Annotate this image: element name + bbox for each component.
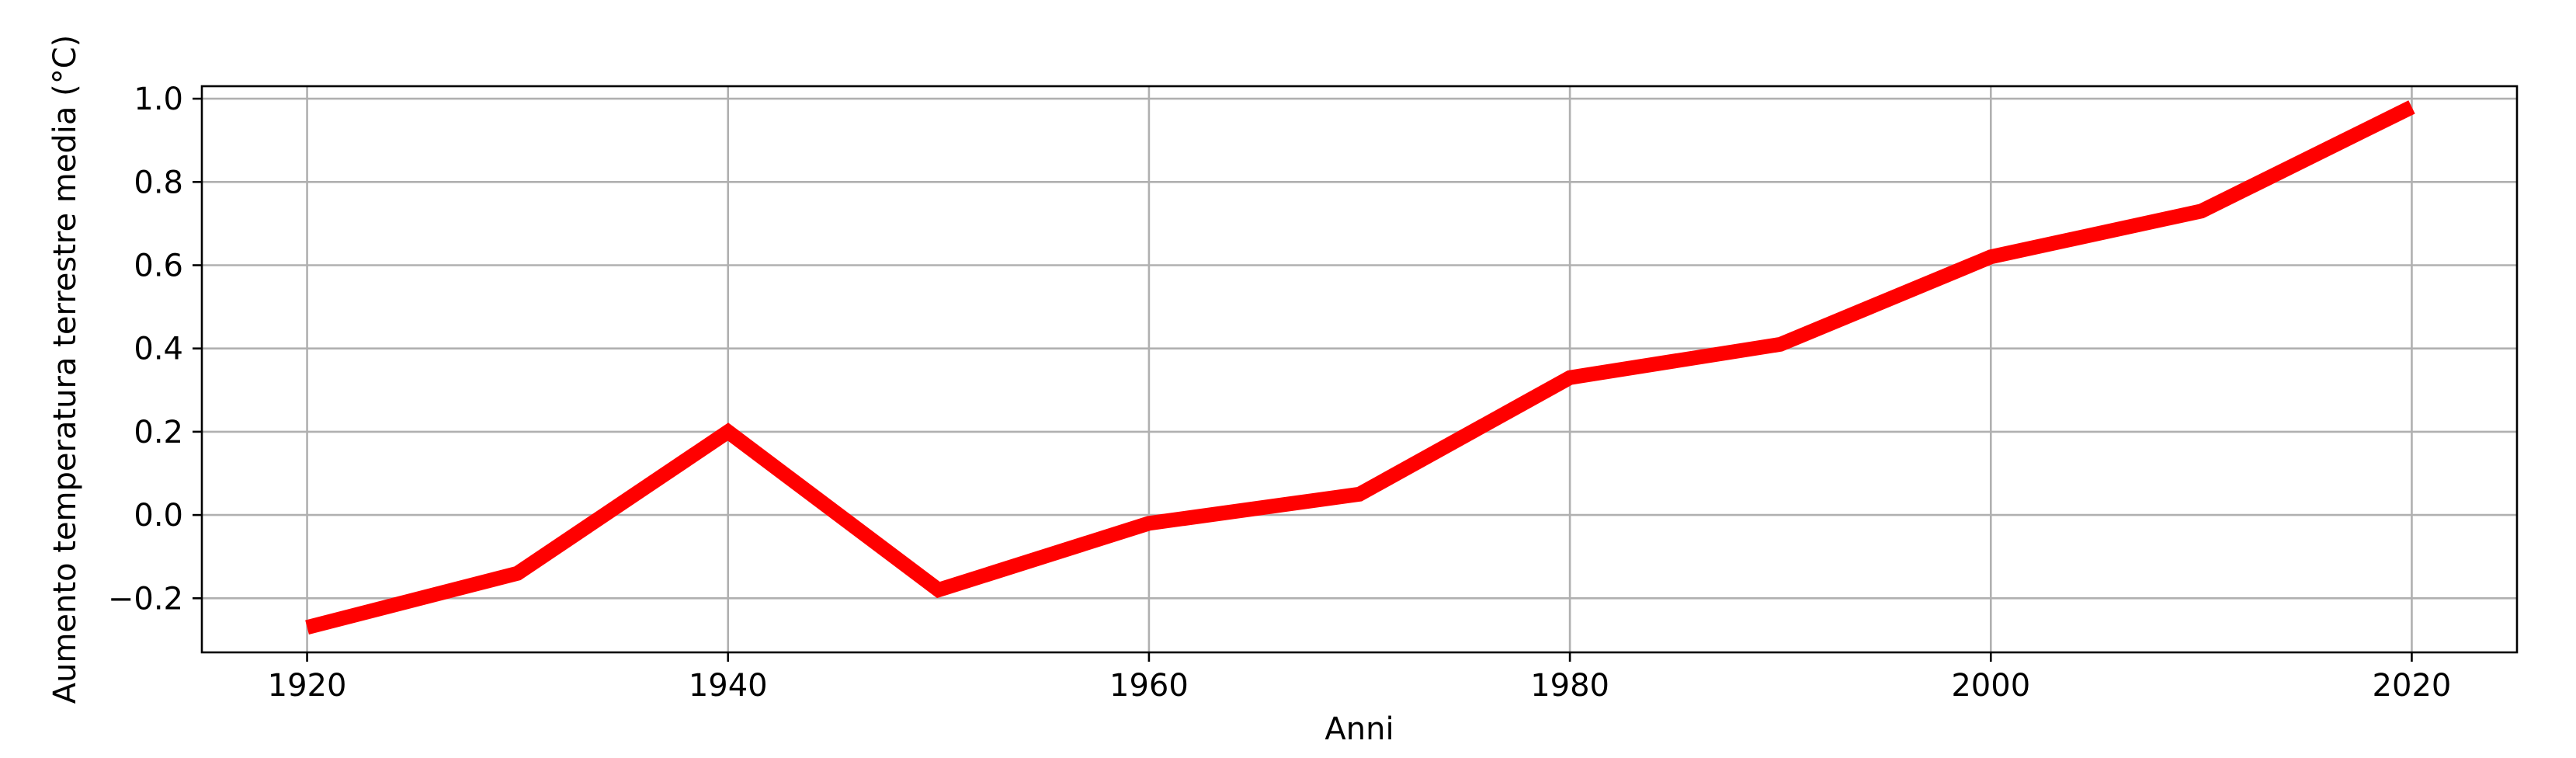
data-point — [1359, 494, 1360, 495]
data-point — [517, 573, 518, 574]
data-point — [2201, 210, 2202, 211]
x-tick-label: 2000 — [1951, 668, 2030, 704]
y-tick-label: −0.2 — [108, 581, 183, 617]
y-axis-label: Aumento temperatura terrestre media (°C) — [47, 35, 83, 704]
data-point — [727, 431, 728, 432]
x-tick-label: 1960 — [1109, 668, 1189, 704]
series-line — [305, 100, 2415, 635]
x-axis-label: Anni — [1324, 711, 1394, 747]
y-tick-label: 0.0 — [134, 498, 183, 534]
y-tick-label: 0.8 — [134, 165, 183, 200]
y-tick-label: 1.0 — [134, 82, 183, 117]
x-tick-label: 1980 — [1530, 668, 1609, 704]
x-tick-label: 2020 — [2373, 668, 2452, 704]
series-layer — [305, 100, 2415, 635]
y-tick-label: 0.4 — [134, 332, 183, 367]
x-tick-label: 1940 — [689, 668, 768, 704]
data-point — [1780, 344, 1781, 345]
grid — [202, 86, 2517, 652]
data-point — [2411, 106, 2412, 107]
y-tick-label: 0.6 — [134, 248, 183, 283]
data-point — [1570, 377, 1571, 378]
y-tick-label: 0.2 — [134, 415, 183, 450]
data-point — [938, 589, 939, 590]
plot-frame — [200, 85, 2519, 654]
ticks: 1920 1940 1960 1980 2000 2020 −0.2 0.0 0.2 0.4 0.6… — [108, 82, 2451, 704]
x-tick-label: 1920 — [268, 668, 347, 704]
